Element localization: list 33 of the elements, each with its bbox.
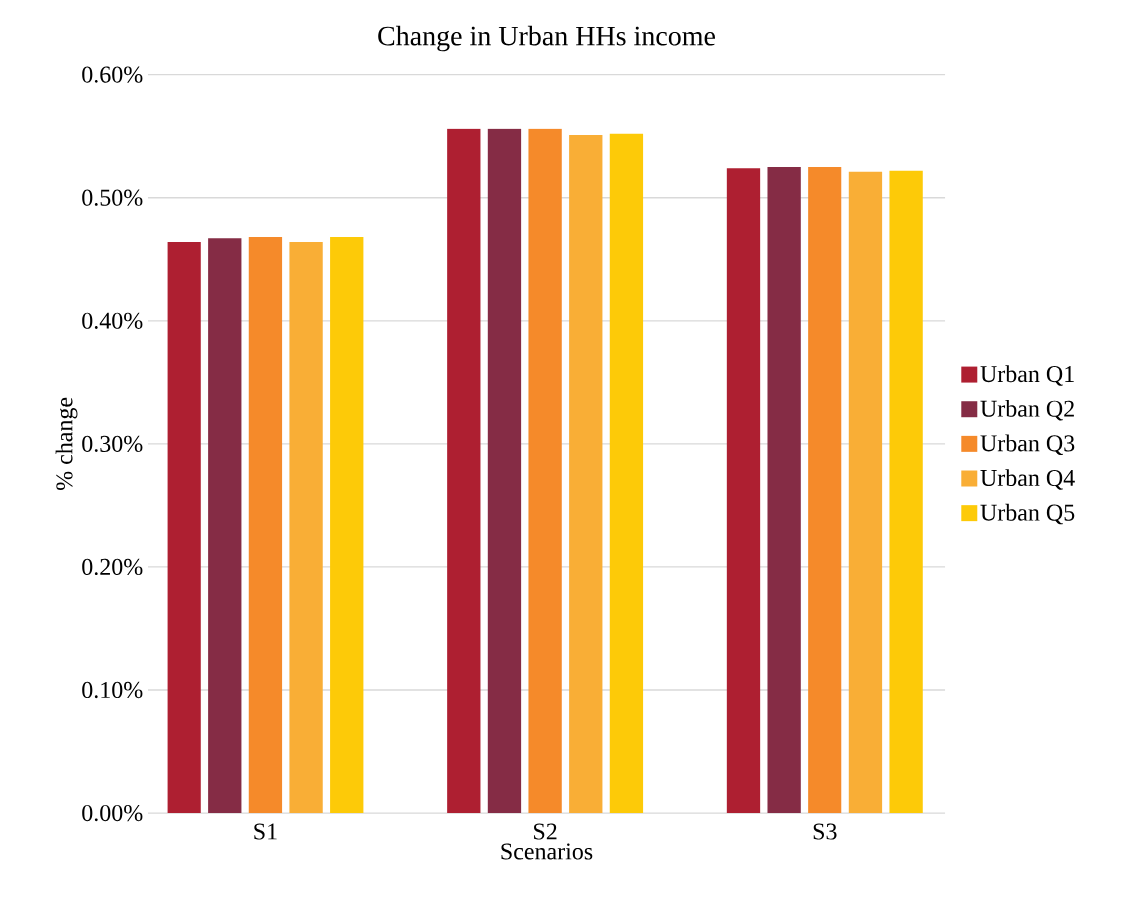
legend-label: Urban Q2 xyxy=(980,399,1074,421)
y-tick-label: 0.10% xyxy=(82,681,143,699)
legend-label: Urban Q5 xyxy=(980,503,1075,525)
x-tick-label: S2 xyxy=(534,823,557,840)
bar xyxy=(808,166,842,814)
y-tick-label: 0.20% xyxy=(82,558,143,576)
bar xyxy=(208,238,242,814)
bar xyxy=(248,237,283,814)
y-tick-label: 0.30% xyxy=(82,435,143,452)
y-tick-label: 0.60% xyxy=(82,66,143,83)
bar xyxy=(726,168,761,814)
bar xyxy=(447,128,481,814)
y-tick-label: 0.40% xyxy=(82,312,143,329)
bar xyxy=(609,133,644,814)
bar xyxy=(569,134,603,814)
x-tick-label: S3 xyxy=(813,823,837,840)
bar xyxy=(167,241,201,814)
bar xyxy=(487,128,522,814)
x-axis-title: Scenarios xyxy=(501,843,593,860)
chart-title: Change in Urban HHs income xyxy=(378,25,715,52)
bar xyxy=(289,241,323,814)
legend-label: Urban Q1 xyxy=(980,365,1074,386)
legend-label: Urban Q3 xyxy=(980,434,1075,456)
bar xyxy=(330,237,364,814)
x-tick-label: S1 xyxy=(254,823,277,840)
y-axis-title: % change xyxy=(55,397,78,490)
bar xyxy=(528,128,562,814)
bar xyxy=(767,166,801,814)
y-tick-label: 0.00% xyxy=(82,804,143,822)
y-tick-label: 0.50% xyxy=(82,189,143,206)
bar xyxy=(889,170,923,814)
legend-label: Urban Q4 xyxy=(980,469,1075,490)
bar xyxy=(848,171,883,814)
